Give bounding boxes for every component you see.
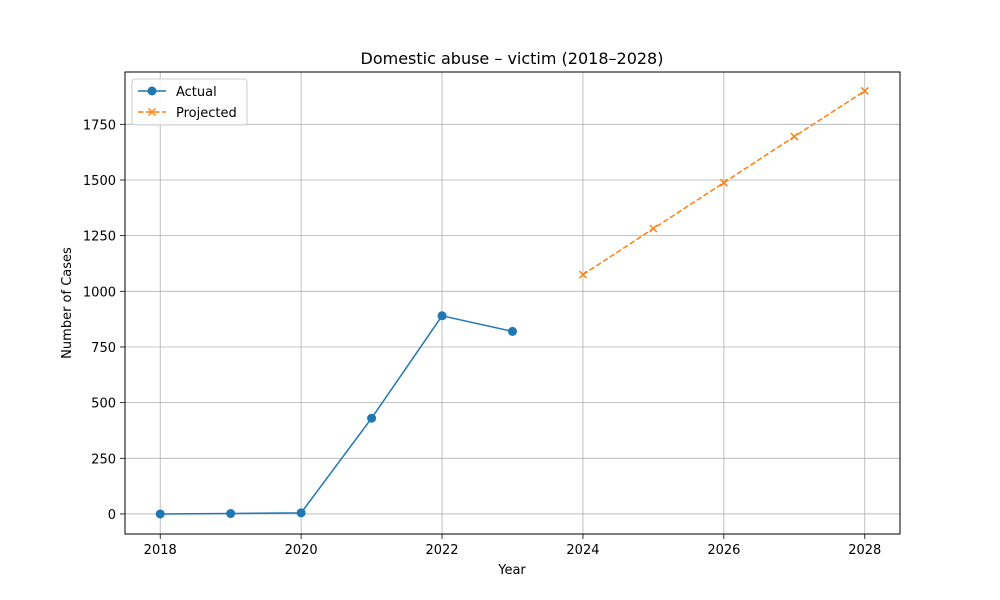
plot-area-frame bbox=[124, 71, 901, 535]
legend-actual-label: Actual bbox=[176, 85, 217, 100]
y-tick-label: 500 bbox=[91, 397, 116, 412]
y-tick-label: 1000 bbox=[83, 285, 116, 300]
y-tick-label: 750 bbox=[91, 341, 116, 356]
y-axis-ticks: 0 250 500 750 1000 1250 1500 1750 bbox=[83, 118, 125, 523]
series-actual-point bbox=[437, 311, 447, 321]
series-projected-point bbox=[649, 224, 658, 233]
x-axis-label: Year bbox=[497, 563, 526, 578]
y-tick-label: 0 bbox=[108, 508, 116, 523]
legend-projected-marker bbox=[147, 107, 157, 117]
y-tick-label: 250 bbox=[91, 452, 116, 467]
x-tick-label: 2018 bbox=[144, 543, 177, 558]
series-projected-point bbox=[578, 270, 587, 279]
legend-actual-marker bbox=[147, 86, 157, 96]
series-projected-point bbox=[860, 86, 869, 95]
series-actual-point bbox=[296, 508, 306, 518]
x-tick-label: 2022 bbox=[425, 543, 458, 558]
legend: Actual Projected bbox=[131, 78, 248, 126]
series-actual-point bbox=[508, 326, 517, 336]
y-tick-label: 1250 bbox=[83, 230, 116, 245]
series-actual-point bbox=[367, 413, 377, 423]
x-tick-label: 2028 bbox=[848, 543, 881, 558]
x-axis-ticks: 2018 2020 2022 2024 2026 2028 bbox=[144, 534, 881, 558]
x-tick-label: 2026 bbox=[707, 543, 740, 558]
y-axis-label: Number of Cases bbox=[60, 247, 75, 359]
y-tick-label: 1500 bbox=[83, 174, 116, 189]
grid bbox=[125, 72, 900, 534]
series-projected-point bbox=[790, 132, 799, 141]
chart-title: Domestic abuse – victim (2018–2028) bbox=[361, 49, 664, 68]
series-layer bbox=[155, 86, 869, 519]
series-actual-point bbox=[226, 509, 236, 519]
legend-projected-label: Projected bbox=[176, 106, 237, 121]
series-actual-line bbox=[160, 315, 513, 515]
x-tick-label: 2020 bbox=[285, 543, 318, 558]
y-tick-label: 1750 bbox=[83, 118, 116, 133]
x-tick-label: 2024 bbox=[566, 543, 599, 558]
series-projected-point bbox=[719, 178, 728, 187]
series-actual-point bbox=[155, 509, 165, 519]
